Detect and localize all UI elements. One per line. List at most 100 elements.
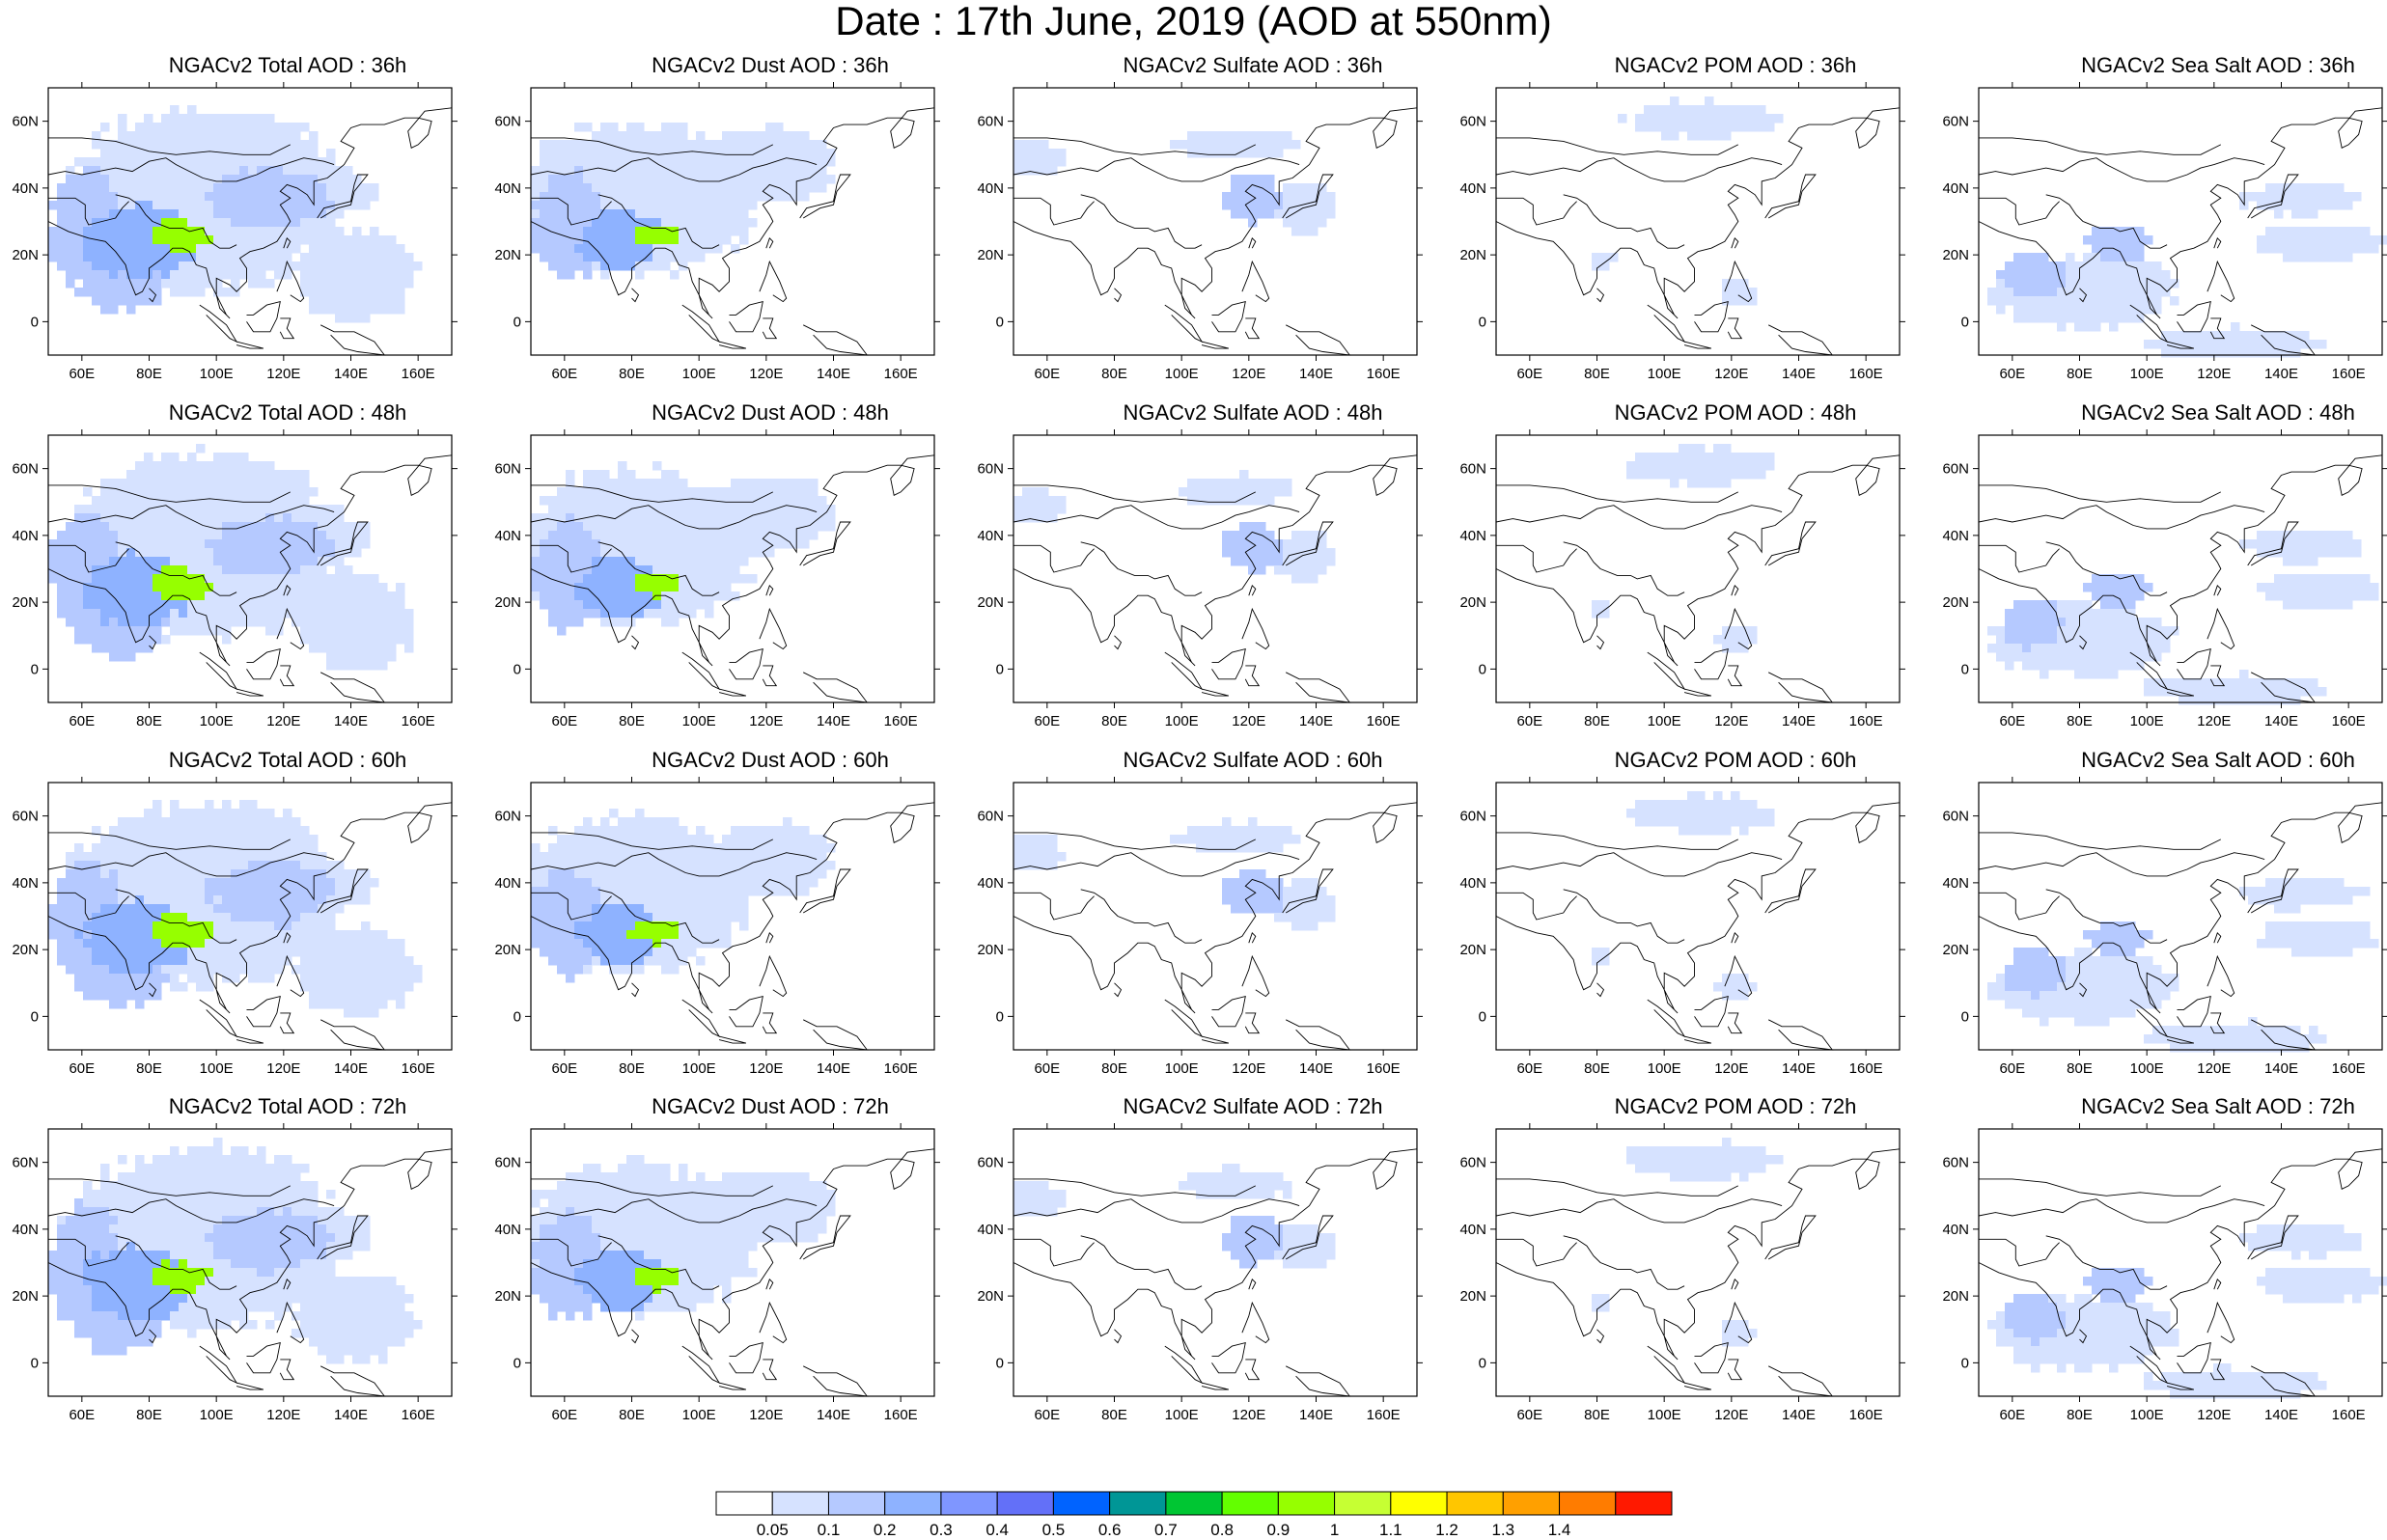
panel-title: NGACv2 Dust AOD : 72h [652, 1094, 889, 1118]
lon-tick-label: 120E [1714, 1060, 1748, 1077]
lon-tick-label: 160E [1367, 366, 1401, 382]
lon-tick-label: 160E [884, 366, 918, 382]
lat-tick-label: 0 [996, 314, 1004, 330]
map-panel: 60E 80E 100E 120E 140E 160E 60N 40N 20N 0 NGACv2 S… [977, 748, 1494, 1081]
lat-tick-label: 60N [494, 461, 521, 478]
lat-tick-label: 0 [1479, 661, 1486, 677]
lon-tick-label: 80E [2067, 366, 2093, 382]
map-frame [1495, 434, 1901, 703]
lon-tick-label: 120E [1714, 1407, 1748, 1423]
lon-tick-label: 80E [136, 1407, 162, 1423]
lat-tick-label: 60N [12, 809, 39, 825]
colorbar-label: 0.6 [1098, 1521, 1122, 1539]
lat-tick-label: 60N [494, 1155, 521, 1171]
colorbar-label: 0.5 [1042, 1521, 1066, 1539]
lon-tick-label: 100E [2130, 1407, 2164, 1423]
map-plot: 60E 80E 100E 120E 140E 160E 60N 40N 20N 0 [1459, 777, 1905, 1077]
lon-tick-label: 140E [2264, 366, 2298, 382]
lon-tick-label: 120E [2197, 1407, 2231, 1423]
lon-tick-label: 160E [884, 713, 918, 729]
map-panel: 60E 80E 100E 120E 140E 160E 60N 40N 20N 0 NGACv2 D… [494, 1094, 1012, 1427]
map-panel: 60E 80E 100E 120E 140E 160E 60N 40N 20N 0 NGACv2 T… [12, 1094, 529, 1427]
colorbar-label: 1.1 [1379, 1521, 1402, 1539]
lon-tick-label: 80E [1101, 713, 1127, 729]
lat-tick-label: 20N [1459, 247, 1486, 263]
coastlines [1978, 1148, 2383, 1397]
lon-tick-label: 100E [1648, 1060, 1681, 1077]
lat-tick-label: 40N [12, 180, 39, 197]
lat-tick-label: 20N [1942, 247, 1969, 263]
lon-tick-label: 80E [1584, 366, 1610, 382]
coastlines [47, 802, 453, 1051]
colorbar-label: 0.9 [1267, 1521, 1291, 1539]
colorbar-swatch [771, 1491, 829, 1516]
aod-shading [1592, 444, 1775, 653]
lon-tick-label: 60E [551, 366, 577, 382]
lat-tick-label: 0 [996, 661, 1004, 677]
lon-tick-label: 140E [817, 1060, 850, 1077]
coastlines [1013, 107, 1418, 356]
lon-tick-label: 140E [1782, 366, 1816, 382]
panel-title: NGACv2 POM AOD : 36h [1614, 53, 1857, 77]
panel-title: NGACv2 Dust AOD : 36h [652, 53, 889, 77]
lon-tick-label: 160E [1367, 713, 1401, 729]
map-frame [530, 1128, 935, 1397]
panel-title: NGACv2 Dust AOD : 48h [652, 400, 889, 425]
colorbar-swatch [940, 1491, 998, 1516]
lat-tick-label: 40N [977, 180, 1004, 197]
lat-tick-label: 40N [977, 875, 1004, 892]
colorbar-swatch [1277, 1491, 1336, 1516]
lat-tick-label: 60N [977, 461, 1004, 478]
coastlines [530, 1148, 935, 1397]
lon-tick-label: 60E [551, 1407, 577, 1423]
lat-tick-label: 40N [977, 1222, 1004, 1238]
lat-tick-label: 60N [12, 1155, 39, 1171]
map-frame [1978, 782, 2383, 1051]
lon-tick-label: 120E [1714, 366, 1748, 382]
colorbar-swatch [1334, 1491, 1392, 1516]
lat-tick-label: 40N [1459, 180, 1486, 197]
lon-tick-label: 100E [1165, 366, 1199, 382]
map-plot: 60E 80E 100E 120E 140E 160E 60N 40N 20N 0 [1942, 777, 2387, 1077]
panel-title: NGACv2 Sulfate AOD : 72h [1123, 1094, 1383, 1118]
map-plot: 60E 80E 100E 120E 140E 160E 60N 40N 20N 0 [12, 429, 458, 729]
colorbar-label: 0.2 [874, 1521, 897, 1539]
panel-title: NGACv2 Total AOD : 36h [168, 53, 407, 77]
map-frame [1013, 87, 1418, 356]
lon-tick-label: 100E [1648, 1407, 1681, 1423]
lon-tick-label: 140E [2264, 1060, 2298, 1077]
lat-tick-label: 40N [1942, 180, 1969, 197]
map-plot: 60E 80E 100E 120E 140E 160E 60N 40N 20N 0 [1942, 82, 2387, 382]
map-plot: 60E 80E 100E 120E 140E 160E 60N 40N 20N 0 [977, 82, 1423, 382]
map-frame [47, 434, 453, 703]
lon-tick-label: 120E [1232, 1060, 1265, 1077]
lat-tick-label: 20N [1942, 1288, 1969, 1305]
map-panel: 60E 80E 100E 120E 140E 160E 60N 40N 20N 0 NGACv2 S… [977, 1094, 1494, 1427]
lon-tick-label: 120E [749, 366, 783, 382]
map-frame [47, 1128, 453, 1397]
map-plot: 60E 80E 100E 120E 140E 160E 60N 40N 20N 0 [12, 777, 458, 1077]
map-plot: 60E 80E 100E 120E 140E 160E 60N 40N 20N 0 [1942, 429, 2387, 729]
map-panel: 60E 80E 100E 120E 140E 160E 60N 40N 20N 0 NGACv2 T… [12, 53, 529, 386]
lon-tick-label: 100E [682, 366, 716, 382]
lon-tick-label: 60E [1034, 1407, 1060, 1423]
lat-tick-label: 60N [494, 809, 521, 825]
lat-tick-label: 40N [1942, 528, 1969, 544]
map-panel: 60E 80E 100E 120E 140E 160E 60N 40N 20N 0 NGACv2 P… [1459, 400, 1977, 733]
lon-tick-label: 60E [69, 1060, 95, 1077]
lat-tick-label: 0 [513, 661, 521, 677]
map-plot: 60E 80E 100E 120E 140E 160E 60N 40N 20N 0 [1459, 1123, 1905, 1423]
lon-tick-label: 140E [1299, 1407, 1333, 1423]
lat-tick-label: 0 [31, 661, 39, 677]
map-panel: 60E 80E 100E 120E 140E 160E 60N 40N 20N 0 NGACv2 P… [1459, 53, 1977, 386]
colorbar-swatch [996, 1491, 1054, 1516]
lat-tick-label: 0 [31, 1355, 39, 1371]
lon-tick-label: 80E [619, 1060, 645, 1077]
lon-tick-label: 80E [2067, 1407, 2093, 1423]
lon-tick-label: 120E [2197, 366, 2231, 382]
lat-tick-label: 60N [1942, 809, 1969, 825]
lon-tick-label: 60E [69, 713, 95, 729]
lon-tick-label: 60E [1999, 1060, 2025, 1077]
lat-tick-label: 20N [1942, 594, 1969, 611]
lon-tick-label: 80E [136, 1060, 162, 1077]
